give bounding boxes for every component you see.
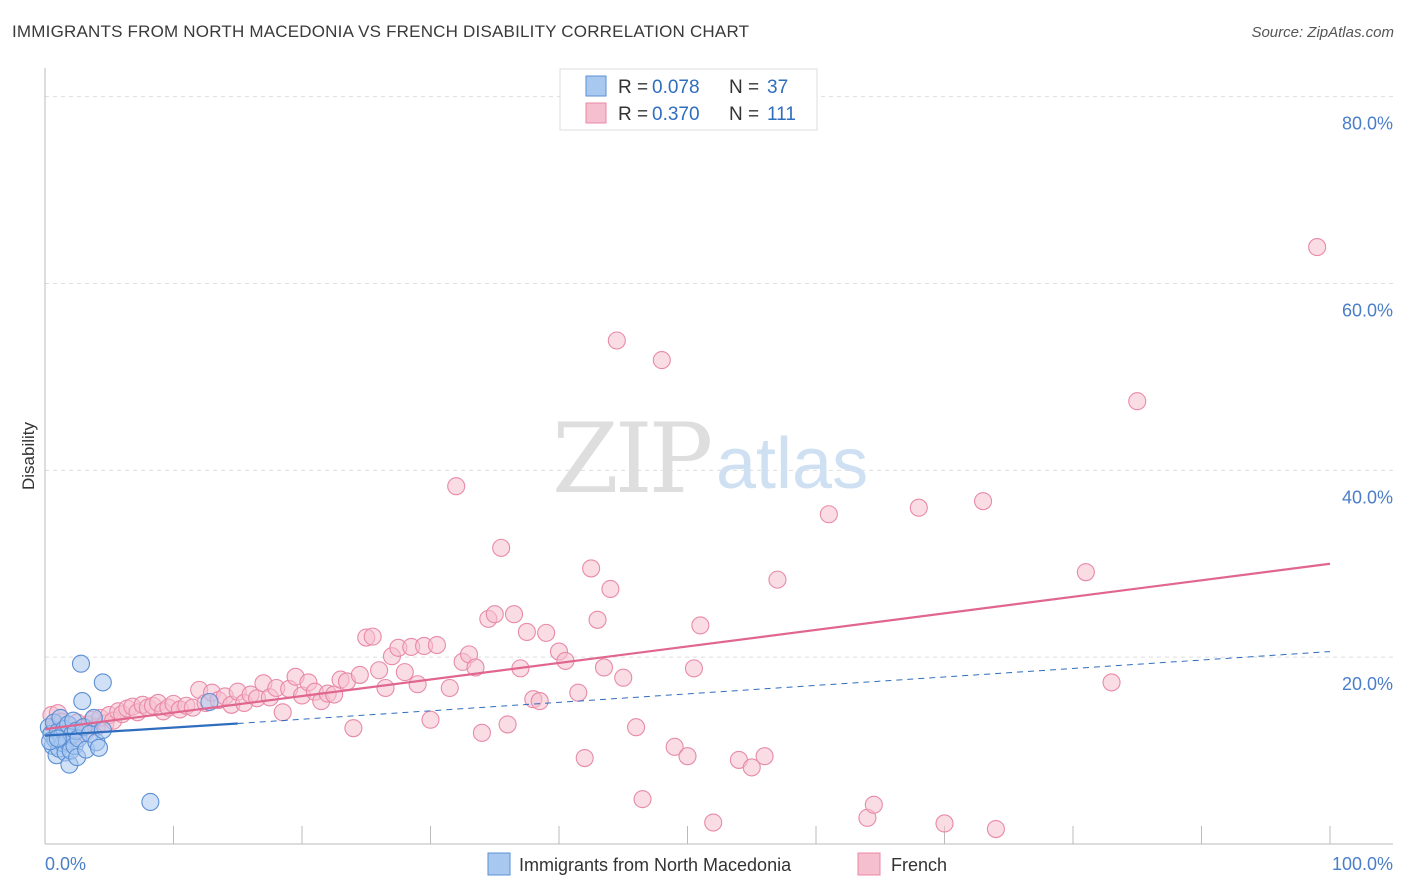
french-point [601, 579, 620, 599]
macedonia-point [73, 692, 92, 711]
french-point [691, 616, 710, 635]
macedonia-point [93, 720, 112, 740]
bottom-legend-label-macedonia: Immigrants from North Macedonia [519, 855, 792, 875]
french-point [864, 795, 883, 814]
french-point [665, 737, 684, 756]
macedonia-point [71, 654, 91, 673]
french-trend-line [44, 562, 1331, 731]
french-point [627, 718, 646, 737]
bottom-legend: Immigrants from North Macedonia French [487, 852, 947, 876]
french-point [819, 505, 838, 524]
french-point [935, 814, 954, 833]
trend-lines [44, 562, 1331, 737]
french-point [395, 663, 414, 682]
french-point [607, 331, 626, 350]
french-point [1308, 238, 1327, 257]
legend-r-label-1: R = [618, 77, 648, 98]
y-tick-label: 60.0% [1342, 301, 1393, 321]
french-point [492, 538, 511, 557]
french-point [350, 665, 369, 684]
x-tick-label-min: 0.0% [45, 854, 86, 874]
legend-n-value-2: 111 [767, 104, 796, 125]
french-point [1102, 673, 1121, 692]
legend-r-value-1: 0.078 [652, 77, 700, 98]
french-point [376, 678, 395, 698]
chart-title: IMMIGRANTS FROM NORTH MACEDONIA VS FRENC… [12, 22, 750, 41]
french-point [273, 703, 292, 722]
french-point [704, 813, 723, 832]
macedonia-point [89, 738, 109, 757]
french-point [472, 723, 491, 742]
french-point [582, 559, 601, 578]
french-point [485, 605, 504, 624]
watermark-zip: ZIP [552, 403, 711, 515]
legend-r-value-2: 0.370 [652, 104, 700, 125]
bottom-legend-label-french: French [891, 855, 947, 875]
french-point [344, 719, 363, 738]
french-point [408, 675, 427, 694]
french-point [909, 498, 928, 517]
y-tick-label: 80.0% [1342, 114, 1393, 134]
french-point [504, 605, 524, 624]
macedonia-point [141, 792, 160, 812]
watermark: ZIP atlas [552, 403, 868, 515]
french-point [652, 351, 671, 370]
french-point [370, 661, 389, 680]
french-point [755, 747, 774, 766]
french-point [421, 710, 440, 729]
series-french-points [42, 238, 1327, 839]
french-point [678, 747, 697, 766]
macedonia-point [93, 673, 112, 692]
french-point [466, 658, 485, 677]
macedonia-trend-extension [237, 651, 1331, 724]
french-point [986, 820, 1005, 839]
gridlines [45, 96, 1393, 658]
french-point [973, 492, 993, 511]
french-point [427, 635, 446, 655]
french-point [517, 622, 536, 641]
french-point [768, 570, 787, 589]
french-point [614, 668, 633, 687]
french-point [530, 692, 549, 711]
source-credit: Source: ZipAtlas.com [1251, 24, 1394, 41]
french-point [440, 678, 459, 698]
legend-n-label-2: N = [729, 104, 759, 125]
legend-swatch-blue [585, 75, 607, 97]
french-point [1128, 392, 1147, 411]
watermark-atlas: atlas [716, 424, 868, 504]
legend-n-label-1: N = [729, 77, 759, 98]
french-point [742, 758, 761, 777]
french-point [569, 683, 588, 702]
y-tick-label: 20.0% [1342, 674, 1393, 694]
x-ticks [173, 826, 1331, 844]
french-point [447, 477, 466, 496]
x-tick-label-max: 100.0% [1332, 854, 1393, 874]
legend-swatch-pink [585, 102, 607, 124]
macedonia-trend-line [44, 722, 238, 737]
french-point [537, 623, 556, 642]
french-point [575, 749, 594, 768]
legend-n-value-1: 37 [767, 77, 788, 98]
french-point [498, 715, 517, 734]
french-point [363, 627, 382, 646]
bottom-legend-swatch-pink [857, 852, 881, 876]
y-axis-title: Disability [19, 421, 38, 490]
y-tick-label: 40.0% [1342, 487, 1393, 507]
french-point [684, 659, 703, 678]
bottom-legend-swatch-blue [487, 852, 511, 876]
legend-r-label-2: R = [618, 104, 648, 125]
legend: R = 0.078 N = 37 R = 0.370 N = 111 [559, 68, 818, 131]
macedonia-point [48, 729, 67, 748]
french-point [594, 658, 614, 677]
french-point [588, 610, 607, 629]
french-point [1076, 563, 1095, 582]
french-point [633, 790, 652, 809]
y-tick-labels: 20.0% 40.0% 60.0% 80.0% [1342, 114, 1393, 694]
macedonia-point [200, 692, 219, 712]
series-macedonia-points [39, 654, 219, 812]
